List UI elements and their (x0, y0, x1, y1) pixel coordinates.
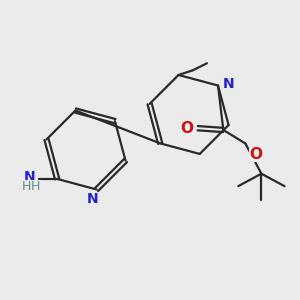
Text: O: O (250, 147, 262, 162)
Text: H: H (22, 180, 31, 193)
Text: N: N (86, 192, 98, 206)
Text: N: N (24, 170, 36, 184)
Text: H: H (31, 180, 40, 193)
Text: O: O (181, 121, 194, 136)
Text: N: N (222, 77, 234, 91)
